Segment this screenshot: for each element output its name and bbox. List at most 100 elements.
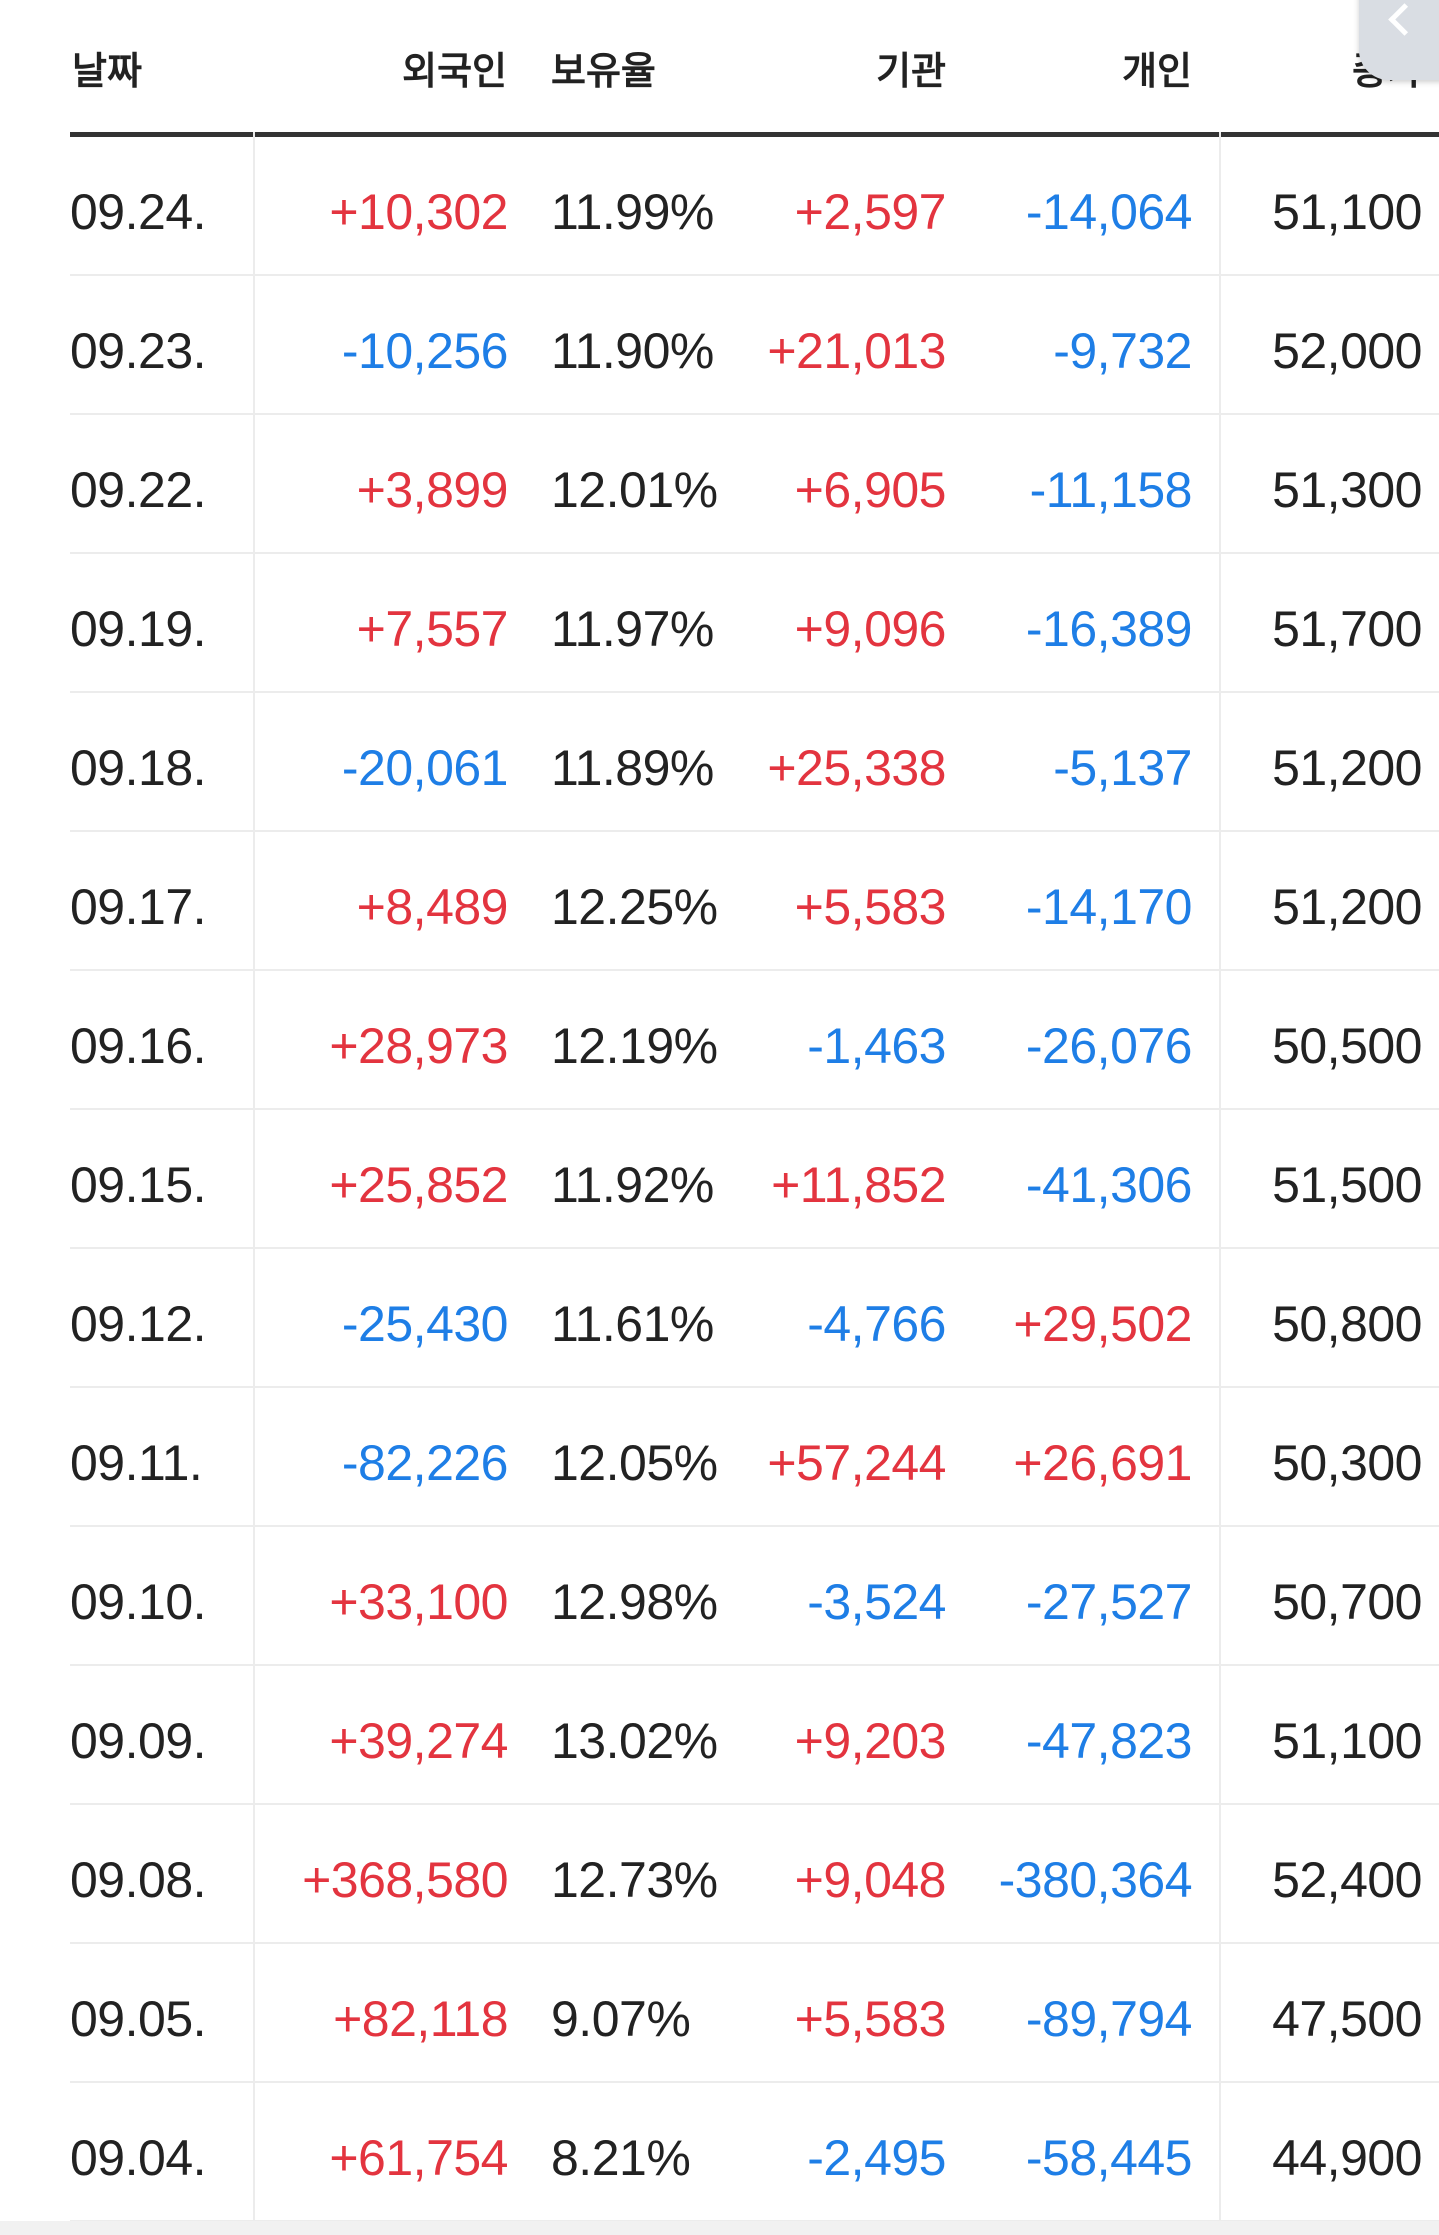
cell-institution: +2,597 xyxy=(794,184,947,240)
cell-close: 47,500 xyxy=(1272,1991,1422,2047)
cell-individual: -27,527 xyxy=(1025,1574,1193,1630)
cell-institution: +9,048 xyxy=(794,1852,947,1908)
cell-holding: 11.99% xyxy=(551,184,714,240)
header-individual[interactable]: 개인 xyxy=(1122,51,1192,93)
cell-individual: -14,170 xyxy=(1025,879,1193,935)
header-date[interactable]: 날짜 xyxy=(72,51,142,93)
cell-foreign: +8,489 xyxy=(356,879,509,935)
cell-foreign: +10,302 xyxy=(329,184,508,240)
cell-close: 50,800 xyxy=(1272,1296,1422,1352)
cell-date: 09.09. xyxy=(70,1713,207,1769)
cell-close: 51,200 xyxy=(1272,879,1422,935)
cell-foreign: -20,061 xyxy=(341,740,509,796)
header-foreign[interactable]: 외국인 xyxy=(402,51,507,93)
table-row[interactable]: 09.24. +10,302 11.99% +2,597 -14,064 51,100 xyxy=(70,137,1439,276)
cell-individual: -47,823 xyxy=(1025,1713,1193,1769)
scroll-edge xyxy=(0,2221,1439,2235)
back-button[interactable] xyxy=(1359,0,1439,80)
cell-holding: 11.92% xyxy=(551,1157,714,1213)
cell-holding: 8.21% xyxy=(551,2130,691,2186)
cell-date: 09.16. xyxy=(70,1018,207,1074)
table-row[interactable]: 09.22. +3,899 12.01% +6,905 -11,158 51,300 xyxy=(70,415,1439,554)
table-row[interactable]: 09.16. +28,973 12.19% -1,463 -26,076 50,500 xyxy=(70,971,1439,1110)
cell-individual: -11,158 xyxy=(1029,462,1193,518)
cell-holding: 11.97% xyxy=(551,601,714,657)
cell-foreign: +39,274 xyxy=(329,1713,508,1769)
cell-foreign: +368,580 xyxy=(302,1852,508,1908)
cell-institution: -3,524 xyxy=(807,1574,946,1630)
cell-institution: +9,096 xyxy=(794,601,947,657)
cell-institution: -4,766 xyxy=(807,1296,946,1352)
table-header: 날짜 외국인 보유율 기관 개인 종가 xyxy=(70,0,1439,137)
cell-close: 50,500 xyxy=(1272,1018,1422,1074)
table-row[interactable]: 09.04. +61,754 8.21% -2,495 -58,445 44,900 xyxy=(70,2083,1439,2222)
cell-close: 52,400 xyxy=(1272,1852,1422,1908)
cell-date: 09.15. xyxy=(70,1157,207,1213)
cell-holding: 12.19% xyxy=(551,1018,718,1074)
cell-foreign: +3,899 xyxy=(356,462,509,518)
cell-individual: -9,732 xyxy=(1053,323,1192,379)
header-institution[interactable]: 기관 xyxy=(876,51,946,93)
table-row[interactable]: 09.17. +8,489 12.25% +5,583 -14,170 51,200 xyxy=(70,832,1439,971)
table-row[interactable]: 09.18. -20,061 11.89% +25,338 -5,137 51,200 xyxy=(70,693,1439,832)
table-row[interactable]: 09.15. +25,852 11.92% +11,852 -41,306 51,500 xyxy=(70,1110,1439,1249)
cell-close: 51,200 xyxy=(1272,740,1422,796)
cell-close: 51,100 xyxy=(1272,1713,1422,1769)
cell-holding: 9.07% xyxy=(551,1991,691,2047)
cell-holding: 12.73% xyxy=(551,1852,718,1908)
cell-foreign: -25,430 xyxy=(341,1296,509,1352)
cell-close: 50,700 xyxy=(1272,1574,1422,1630)
cell-individual: -5,137 xyxy=(1053,740,1192,796)
cell-individual: -14,064 xyxy=(1025,184,1193,240)
cell-individual: +29,502 xyxy=(1013,1296,1192,1352)
column-divider xyxy=(1219,132,1221,2235)
cell-date: 09.17. xyxy=(70,879,207,935)
cell-holding: 12.05% xyxy=(551,1435,718,1491)
table-row[interactable]: 09.19. +7,557 11.97% +9,096 -16,389 51,700 xyxy=(70,554,1439,693)
cell-close: 51,300 xyxy=(1272,462,1422,518)
cell-foreign: +7,557 xyxy=(356,601,509,657)
cell-close: 51,700 xyxy=(1272,601,1422,657)
cell-holding: 12.25% xyxy=(551,879,718,935)
table-row[interactable]: 09.08. +368,580 12.73% +9,048 -380,364 52,400 xyxy=(70,1805,1439,1944)
cell-institution: +25,338 xyxy=(767,740,946,796)
table-row[interactable]: 09.23. -10,256 11.90% +21,013 -9,732 52,000 xyxy=(70,276,1439,415)
cell-date: 09.24. xyxy=(70,184,207,240)
cell-date: 09.23. xyxy=(70,323,207,379)
cell-institution: +5,583 xyxy=(794,1991,947,2047)
cell-close: 51,500 xyxy=(1272,1157,1422,1213)
cell-holding: 11.89% xyxy=(551,740,714,796)
cell-date: 09.05. xyxy=(70,1991,207,2047)
cell-foreign: +28,973 xyxy=(329,1018,508,1074)
cell-institution: -2,495 xyxy=(807,2130,946,2186)
cell-holding: 12.01% xyxy=(551,462,718,518)
cell-institution: +11,852 xyxy=(771,1157,946,1213)
table-row[interactable]: 09.09. +39,274 13.02% +9,203 -47,823 51,100 xyxy=(70,1666,1439,1805)
cell-institution: +57,244 xyxy=(767,1435,946,1491)
cell-date: 09.10. xyxy=(70,1574,207,1630)
cell-holding: 11.61% xyxy=(551,1296,714,1352)
back-chevron-icon xyxy=(1388,3,1421,36)
table-row[interactable]: 09.05. +82,118 9.07% +5,583 -89,794 47,500 xyxy=(70,1944,1439,2083)
table-body: 09.24. +10,302 11.99% +2,597 -14,064 51,100 09… xyxy=(70,137,1439,2222)
cell-foreign: +61,754 xyxy=(329,2130,508,2186)
investor-trading-table: 날짜 외국인 보유율 기관 개인 종가 09.24. +10,302 11.99% +… xyxy=(70,0,1439,2222)
header-holding[interactable]: 보유율 xyxy=(551,51,656,93)
table-row[interactable]: 09.10. +33,100 12.98% -3,524 -27,527 50,700 xyxy=(70,1527,1439,1666)
cell-date: 09.11. xyxy=(70,1435,203,1491)
cell-institution: +5,583 xyxy=(794,879,947,935)
cell-individual: -26,076 xyxy=(1025,1018,1193,1074)
cell-individual: -41,306 xyxy=(1025,1157,1193,1213)
cell-individual: +26,691 xyxy=(1013,1435,1192,1491)
table-row[interactable]: 09.12. -25,430 11.61% -4,766 +29,502 50,800 xyxy=(70,1249,1439,1388)
cell-close: 51,100 xyxy=(1272,184,1422,240)
cell-holding: 13.02% xyxy=(551,1713,718,1769)
cell-institution: -1,463 xyxy=(807,1018,946,1074)
cell-institution: +9,203 xyxy=(794,1713,947,1769)
cell-foreign: -82,226 xyxy=(341,1435,509,1491)
cell-close: 44,900 xyxy=(1272,2130,1422,2186)
cell-close: 52,000 xyxy=(1272,323,1422,379)
cell-holding: 11.90% xyxy=(551,323,714,379)
table-row[interactable]: 09.11. -82,226 12.05% +57,244 +26,691 50,300 xyxy=(70,1388,1439,1527)
cell-institution: +6,905 xyxy=(794,462,947,518)
